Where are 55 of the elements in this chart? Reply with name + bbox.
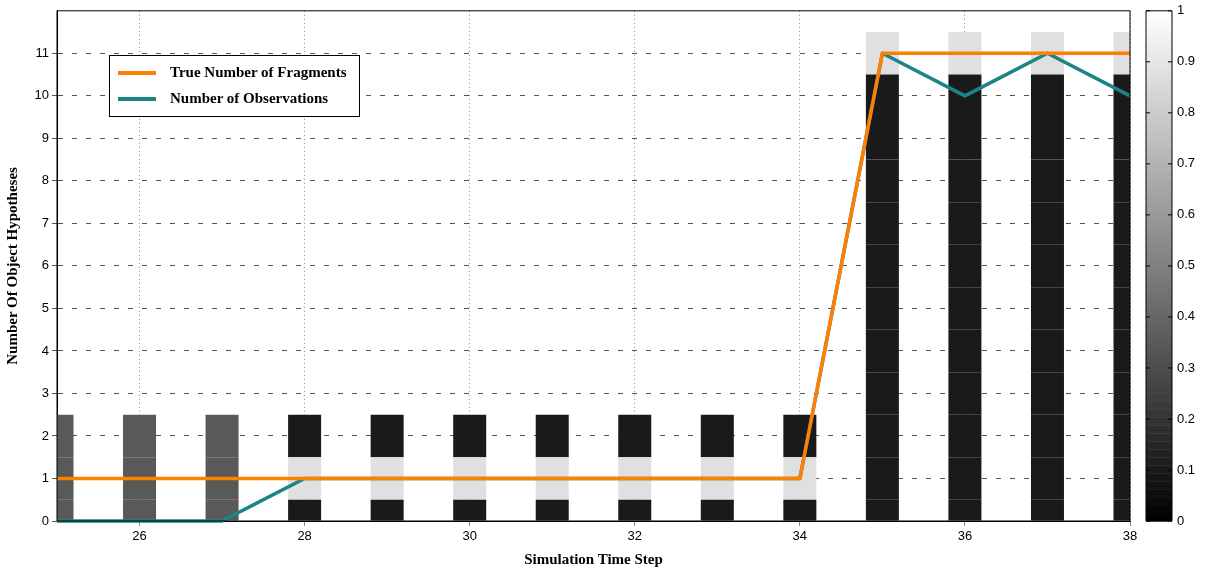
color-bar-label: 0.4 <box>1177 308 1196 324</box>
bar <box>288 499 322 521</box>
bar <box>783 499 817 521</box>
bar <box>700 414 734 458</box>
color-bar-label: 0.1 <box>1177 461 1196 477</box>
bar <box>370 457 404 500</box>
y-tick-label: 0 <box>41 512 49 528</box>
x-tick-label: 36 <box>957 528 973 544</box>
y-tick-label: 2 <box>41 427 49 443</box>
bar <box>535 499 569 521</box>
bar <box>618 499 652 521</box>
bar <box>288 414 322 458</box>
bar <box>453 457 487 500</box>
color-bar-label: 0.3 <box>1177 359 1196 375</box>
bar <box>288 457 322 500</box>
bar <box>535 457 569 500</box>
color-bar-label: 0.9 <box>1177 53 1196 69</box>
color-bar-label: 0.5 <box>1177 257 1196 273</box>
bar <box>618 414 652 458</box>
y-tick-label: 8 <box>41 172 49 188</box>
bar <box>700 457 734 500</box>
bar <box>783 457 817 500</box>
bar <box>700 499 734 521</box>
color-bar-label: 0.7 <box>1177 155 1196 171</box>
y-tick-label: 10 <box>34 87 49 103</box>
bar <box>370 499 404 521</box>
color-bar-label: 0.6 <box>1177 206 1196 222</box>
y-tick-label: 4 <box>41 342 49 358</box>
y-tick-label: 7 <box>41 214 49 230</box>
legend-label: True Number of Fragments <box>170 64 347 82</box>
bar <box>618 457 652 500</box>
bar <box>453 499 487 521</box>
bar <box>453 414 487 458</box>
color-bar-label: 0.2 <box>1177 410 1196 426</box>
bar <box>370 414 404 458</box>
x-tick-label: 38 <box>1122 528 1138 544</box>
color-bar-label: 0 <box>1177 512 1185 528</box>
y-tick-label: 1 <box>41 470 49 486</box>
y-axis-title: Number Of Object Hypotheses <box>3 166 20 365</box>
color-bar-label: 0.8 <box>1177 104 1196 120</box>
bar <box>535 414 569 458</box>
y-tick-label: 9 <box>41 129 49 145</box>
color-bar-label: 1 <box>1177 2 1185 18</box>
x-axis-title: Simulation Time Step <box>524 550 663 567</box>
y-tick-label: 3 <box>41 385 49 401</box>
x-tick-label: 34 <box>792 528 808 544</box>
y-tick-label: 5 <box>41 299 49 315</box>
bar <box>948 32 982 75</box>
legend-label: Number of Observations <box>170 90 329 108</box>
x-tick-label: 26 <box>132 528 147 544</box>
x-tick-label: 28 <box>297 528 312 544</box>
x-tick-label: 30 <box>462 528 477 544</box>
x-tick-label: 32 <box>627 528 642 544</box>
y-tick-label: 6 <box>41 257 49 273</box>
y-tick-label: 11 <box>35 44 49 60</box>
